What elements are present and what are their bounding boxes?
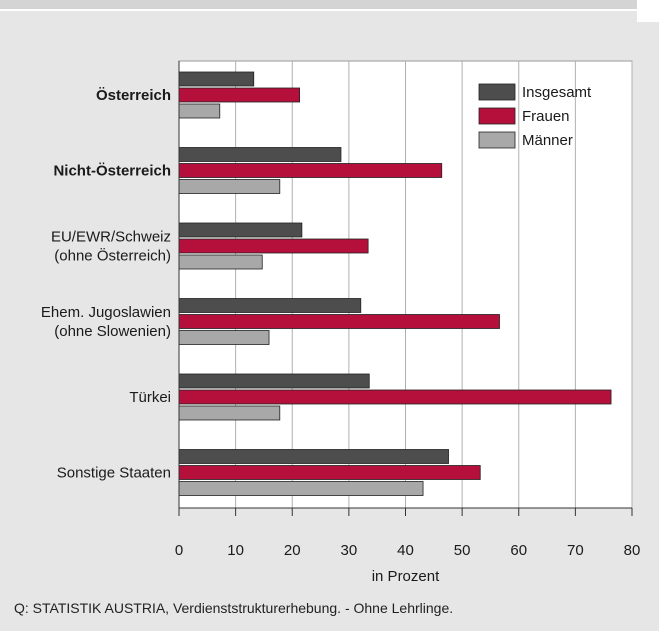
legend-label: Männer bbox=[522, 132, 573, 149]
bar-mnner-6 bbox=[178, 481, 424, 496]
x-axis-label: in Prozent bbox=[372, 568, 440, 585]
category-label: Sonstige Staaten bbox=[57, 465, 171, 482]
x-tick-label: 80 bbox=[624, 542, 641, 559]
bar-mnner-2 bbox=[178, 179, 281, 194]
category-label: (ohne Slowenien) bbox=[54, 323, 171, 340]
legend-swatch-mnner bbox=[478, 131, 516, 149]
source-note: Q: STATISTIK AUSTRIA, Verdienststrukture… bbox=[14, 600, 454, 616]
bar-mnner-4 bbox=[178, 330, 270, 345]
bar-frauen-1 bbox=[178, 87, 301, 103]
x-tick-label: 30 bbox=[341, 542, 358, 559]
bar-frauen-3 bbox=[178, 238, 369, 254]
legend-swatch-frauen bbox=[478, 107, 516, 125]
legend: Insgesamt Frauen Männer bbox=[478, 83, 592, 149]
plot-area: Österreich Nicht-Österreich EU/EWR/Schweiz… bbox=[41, 60, 641, 585]
category-label: Österreich bbox=[96, 87, 171, 104]
x-tick-label: 50 bbox=[454, 542, 471, 559]
bar-insgesamt-5 bbox=[178, 373, 370, 389]
bar-frauen-6 bbox=[178, 465, 481, 480]
corner-notch bbox=[637, 0, 659, 22]
category-label: Türkei bbox=[129, 389, 171, 406]
bar-insgesamt-2 bbox=[178, 147, 342, 162]
bar-mnner-3 bbox=[178, 254, 263, 270]
top-divider bbox=[0, 9, 659, 11]
x-tick-label: 40 bbox=[397, 542, 414, 559]
legend-label: Frauen bbox=[522, 108, 570, 125]
x-tick-label: 20 bbox=[284, 542, 301, 559]
bar-frauen-2 bbox=[178, 163, 443, 178]
x-tick-label: 60 bbox=[510, 542, 527, 559]
x-tick-label: 10 bbox=[227, 542, 244, 559]
x-tick-label: 70 bbox=[567, 542, 584, 559]
bar-frauen-5 bbox=[178, 389, 612, 405]
bar-frauen-4 bbox=[178, 314, 500, 329]
category-label: EU/EWR/Schweiz bbox=[51, 229, 171, 246]
category-label: Ehem. Jugoslawien bbox=[41, 304, 171, 321]
bar-insgesamt-4 bbox=[178, 298, 362, 313]
bar-insgesamt-1 bbox=[178, 71, 255, 87]
bar-insgesamt-6 bbox=[178, 449, 449, 464]
x-tick-label: 0 bbox=[175, 542, 183, 559]
bar-mnner-5 bbox=[178, 405, 281, 421]
legend-label: Insgesamt bbox=[522, 84, 592, 101]
bar-insgesamt-3 bbox=[178, 222, 303, 238]
category-label: Nicht-Österreich bbox=[53, 163, 171, 180]
top-band bbox=[0, 0, 659, 22]
legend-swatch-insgesamt bbox=[478, 83, 516, 101]
category-label: (ohne Österreich) bbox=[54, 247, 171, 265]
bar-mnner-1 bbox=[178, 103, 221, 119]
